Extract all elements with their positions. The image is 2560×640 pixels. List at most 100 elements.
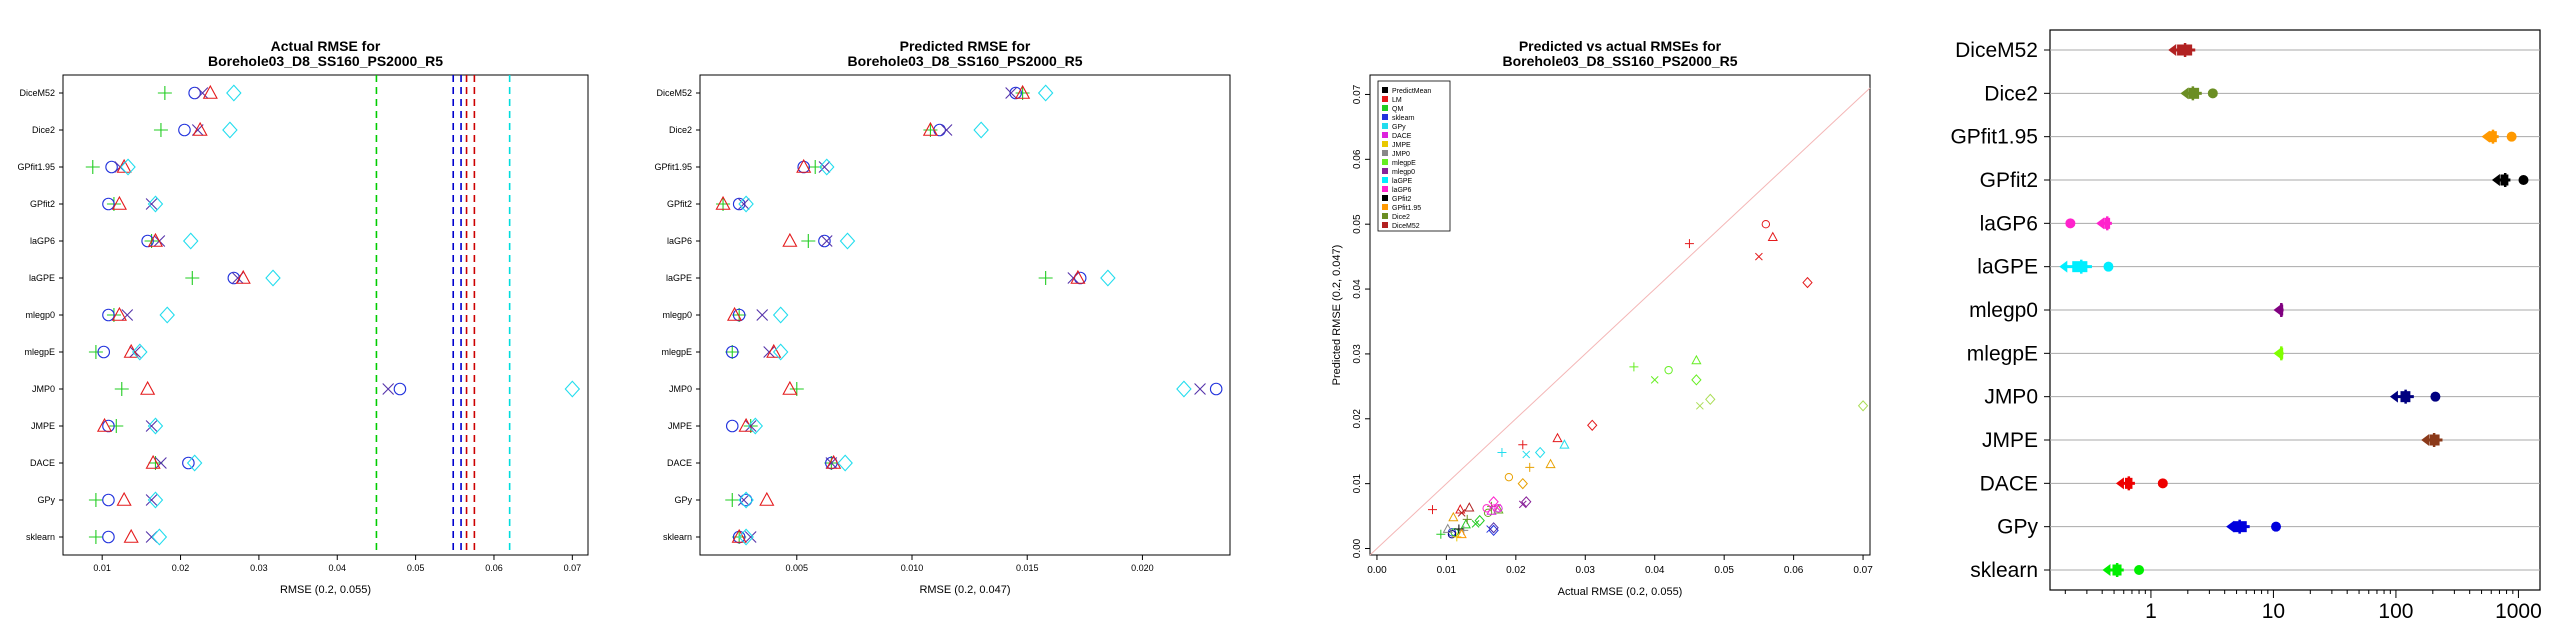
box-outlier — [2134, 565, 2145, 575]
y-tick-label: JMP0 — [32, 384, 55, 394]
data-point — [196, 87, 209, 99]
data-point — [145, 454, 161, 469]
legend-entry: JMP0 — [1392, 151, 1410, 158]
data-point — [1452, 532, 1462, 542]
data-point — [1474, 514, 1485, 527]
data-point — [820, 235, 833, 247]
data-point — [1436, 529, 1446, 539]
data-point — [1504, 472, 1514, 482]
y-tick-label: Dice2 — [1984, 82, 2038, 105]
legend-entry: GPfit2 — [1392, 196, 1412, 203]
box-end-marker — [2102, 564, 2111, 576]
y-tick-label: JMPE — [31, 421, 55, 431]
data-point — [1684, 239, 1694, 249]
y-tick-label: JMP0 — [1984, 386, 2038, 409]
data-point — [105, 160, 118, 174]
data-point — [731, 528, 747, 543]
data-point — [186, 454, 203, 472]
data-point — [1070, 269, 1086, 284]
x-tick-label: 0.04 — [328, 563, 346, 573]
y-tick-label: GPfit1.95 — [654, 162, 692, 172]
box-end-marker — [2481, 130, 2490, 143]
data-point — [88, 345, 103, 359]
data-point — [737, 198, 750, 210]
data-point — [1455, 504, 1466, 514]
x-axis-label: RMSE (0.2, 0.047) — [919, 584, 1010, 596]
x-tick-label: 0.07 — [1853, 565, 1873, 576]
data-point — [738, 528, 754, 546]
y-tick-label: GPy — [37, 495, 55, 505]
legend-swatch — [1382, 177, 1388, 183]
box-outlier — [2506, 131, 2517, 142]
data-point — [1857, 400, 1869, 412]
data-point — [85, 160, 100, 174]
data-point — [747, 417, 764, 435]
data-point — [756, 309, 769, 321]
box-end-marker — [2096, 217, 2105, 230]
x-tick-label: 0.06 — [485, 563, 503, 573]
data-point — [1448, 511, 1459, 522]
data-point — [1587, 419, 1598, 431]
data-point — [147, 491, 164, 509]
y-tick-label: 0.01 — [1352, 473, 1363, 493]
legend-swatch — [1382, 204, 1388, 210]
data-point — [1705, 393, 1716, 406]
data-point — [182, 456, 195, 470]
data-point — [123, 528, 139, 543]
legend-entry: LM — [1392, 97, 1402, 104]
x-tick-label: 0.05 — [407, 563, 425, 573]
legend-swatch — [1382, 213, 1388, 219]
y-tick-label: laGP6 — [667, 236, 692, 246]
box-end-marker — [2168, 44, 2177, 56]
data-point — [782, 232, 798, 247]
data-point — [1454, 524, 1464, 534]
box-outlier — [2271, 521, 2282, 532]
x-tick-label: 0.01 — [1437, 565, 1457, 576]
y-tick-label: DiceM52 — [1955, 39, 2038, 62]
legend-swatch — [1382, 159, 1388, 165]
data-point — [1559, 439, 1570, 449]
legend-swatch — [1382, 195, 1388, 201]
data-point — [102, 197, 115, 211]
legend-swatch — [1382, 168, 1388, 174]
chart-title: Actual RMSE for — [271, 38, 381, 54]
data-point — [725, 419, 739, 433]
data-point — [1483, 508, 1493, 518]
legend-entry: sklearn — [1392, 115, 1415, 122]
data-point — [1038, 271, 1053, 285]
x-axis-label: Actual RMSE (0.2, 0.055) — [1558, 586, 1683, 598]
x-tick-label: 0.005 — [786, 563, 809, 573]
data-point — [1545, 458, 1556, 469]
legend-entry: laGP6 — [1392, 187, 1412, 194]
data-point — [1494, 504, 1503, 513]
data-point — [818, 234, 831, 248]
box-end-marker — [2389, 390, 2398, 403]
data-point — [185, 271, 200, 285]
data-point — [837, 454, 853, 472]
box-body — [2072, 261, 2088, 273]
data-point — [732, 197, 746, 211]
y-tick-label: GPfit2 — [1980, 169, 2038, 192]
data-point — [744, 420, 757, 432]
data-point — [151, 528, 168, 546]
data-point — [1488, 496, 1499, 508]
y-tick-label: GPy — [674, 495, 692, 505]
y-tick-label: mlegp0 — [1969, 299, 2038, 322]
data-point — [1650, 376, 1659, 384]
data-point — [726, 306, 743, 321]
y-tick-label: sklearn — [663, 532, 692, 542]
y-axis-label: Predicted RMSE (0.2, 0.047) — [1331, 245, 1343, 386]
x-tick-label: 0.02 — [1506, 565, 1526, 576]
data-point — [818, 158, 835, 176]
y-tick-label: 0.03 — [1352, 344, 1363, 364]
data-point — [1462, 514, 1472, 524]
data-point — [744, 531, 757, 543]
y-tick-label: DACE — [1980, 472, 2038, 495]
plot-frame — [1369, 74, 1871, 556]
data-point — [1447, 530, 1457, 539]
y-tick-label: 0.07 — [1352, 84, 1363, 104]
y-tick-label: GPy — [1997, 516, 2038, 539]
y-tick-label: DACE — [667, 458, 692, 468]
legend-swatch — [1382, 123, 1388, 129]
